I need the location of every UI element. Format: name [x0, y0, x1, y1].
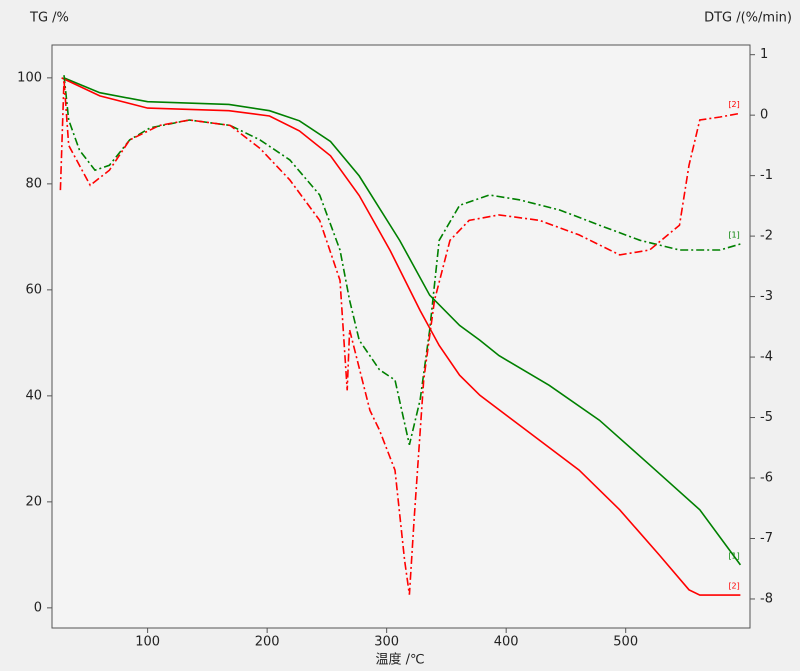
y2-tick-label: -1	[760, 168, 773, 183]
y2-tick-label: -8	[760, 591, 773, 606]
y2-tick-label: 0	[760, 108, 768, 123]
series-label: [2]	[728, 100, 739, 109]
y-tick-label: 40	[25, 388, 42, 403]
y-tick-label: 100	[17, 70, 42, 85]
x-tick-label: 400	[494, 635, 519, 650]
y2-tick-label: -2	[760, 229, 773, 244]
series-label: [2]	[728, 582, 739, 591]
y2-tick-label: -5	[760, 410, 773, 425]
x-tick-label: 300	[374, 635, 399, 650]
y2-tick-label: -7	[760, 531, 773, 546]
y-axis-label: TG /%	[29, 11, 69, 26]
y2-tick-label: -6	[760, 471, 773, 486]
y2-axis-label: DTG /(%/min)	[704, 11, 792, 26]
y-tick-label: 60	[25, 282, 42, 297]
x-tick-label: 200	[255, 635, 280, 650]
series-label: [1]	[728, 230, 739, 239]
x-tick-label: 100	[135, 635, 160, 650]
series-label: [1]	[728, 551, 739, 560]
y2-tick-label: -3	[760, 289, 773, 304]
x-tick-label: 500	[613, 635, 638, 650]
y-tick-label: 0	[34, 600, 42, 615]
data-line	[61, 77, 741, 596]
y2-tick-label: 1	[760, 47, 768, 62]
data-line	[63, 77, 742, 566]
plot-area	[51, 44, 751, 629]
x-axis-label: 温度 /℃	[375, 652, 424, 668]
y-tick-label: 80	[25, 176, 42, 191]
data-line	[59, 80, 741, 595]
y2-tick-label: -4	[760, 350, 773, 365]
y-tick-label: 20	[25, 494, 42, 509]
